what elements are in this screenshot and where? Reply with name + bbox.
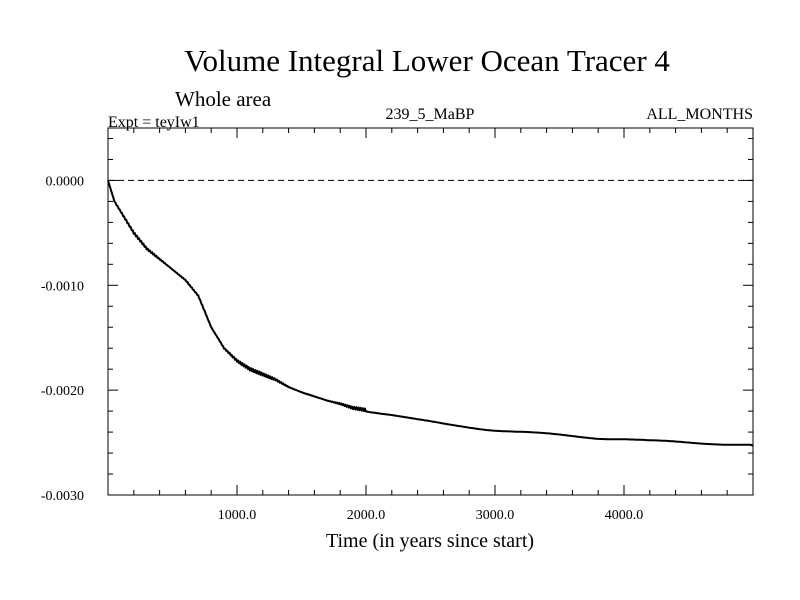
x-axis-label: Time (in years since start) <box>326 530 534 552</box>
x-tick-label: 1000.0 <box>218 508 257 523</box>
plot-frame <box>107 127 754 496</box>
x-tick-label: 4000.0 <box>605 508 644 523</box>
chart-subtitle: Whole area <box>175 87 272 111</box>
right-label: ALL_MONTHS <box>646 106 753 123</box>
series-line-teyIw1 <box>107 180 754 447</box>
chart-title: Volume Integral Lower Ocean Tracer 4 <box>184 43 670 78</box>
x-tick-label: 3000.0 <box>476 508 515 523</box>
y-tick-label: -0.0030 <box>41 489 84 504</box>
center-label: 239_5_MaBP <box>386 106 475 123</box>
x-tick-label: 2000.0 <box>347 508 386 523</box>
plot-area: 1000.0 2000.0 3000.0 4000.0 0.0000 -0.0010 -0.… <box>41 127 754 523</box>
y-tick-label: -0.0010 <box>41 279 84 294</box>
y-tick-label: -0.0020 <box>41 384 84 399</box>
expt-label: Expt = teyIw1 <box>108 114 200 131</box>
y-tick-label: 0.0000 <box>46 174 85 189</box>
